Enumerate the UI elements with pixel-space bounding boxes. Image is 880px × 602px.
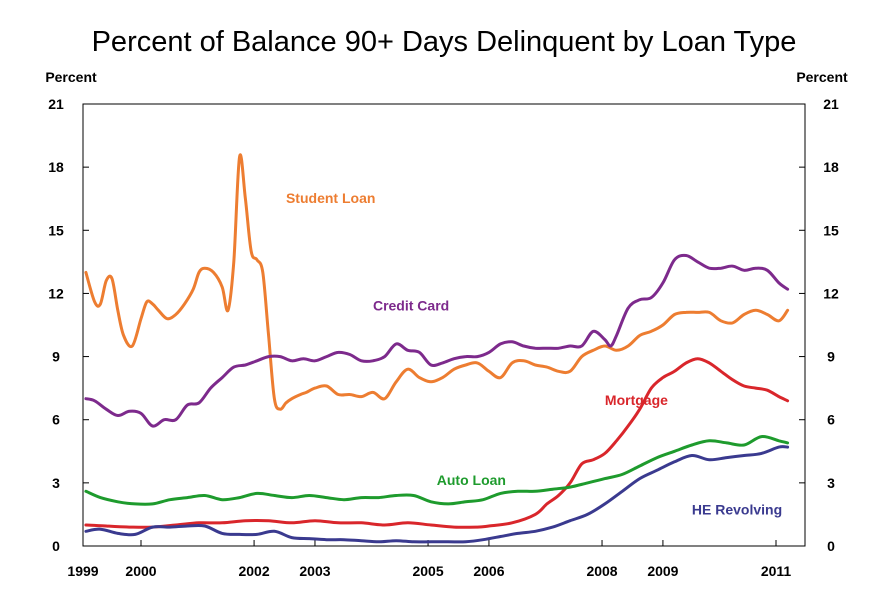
series-lines xyxy=(84,153,790,544)
y-tick-right-label: 12 xyxy=(823,285,839,301)
y-tick-left-label: 6 xyxy=(52,412,60,428)
y-tick-right-label: 6 xyxy=(827,412,835,428)
y-tick-right-label: 18 xyxy=(823,159,839,175)
y-tick-left-label: 21 xyxy=(48,96,64,112)
series-label-he-revolving: HE Revolving xyxy=(692,501,782,517)
x-tick-label: 2006 xyxy=(473,563,504,579)
plot-frame xyxy=(82,103,806,547)
y-tick-left-label: 12 xyxy=(48,285,64,301)
series-label-mortgage: Mortgage xyxy=(605,392,668,408)
x-tick-label: 2003 xyxy=(299,563,330,579)
y-axis-right: 0 3 6 9 12 15 18 21 xyxy=(799,96,839,554)
y-tick-right-label: 15 xyxy=(823,222,839,238)
plot-border xyxy=(82,103,806,547)
y-tick-left-label: 9 xyxy=(52,349,60,365)
y-axis-right-label: Percent xyxy=(796,69,848,85)
y-tick-left-label: 15 xyxy=(48,222,64,238)
series-line-mortgage xyxy=(84,357,790,529)
series-label-auto-loan: Auto Loan xyxy=(437,472,506,488)
chart-title: Percent of Balance 90+ Days Delinquent b… xyxy=(92,26,797,58)
x-tick-label: 2011 xyxy=(761,563,792,579)
y-tick-left-label: 18 xyxy=(48,159,64,175)
y-tick-right-label: 0 xyxy=(827,538,835,554)
x-tick-label: 2008 xyxy=(586,563,617,579)
series-line-he-revolving xyxy=(84,445,790,544)
series-label-student-loan: Student Loan xyxy=(286,190,375,206)
y-tick-right-label: 9 xyxy=(827,349,835,365)
x-tick-label: 2002 xyxy=(238,563,269,579)
series-line-student-loan xyxy=(84,153,790,411)
y-tick-right-label: 21 xyxy=(823,96,839,112)
y-axis-left-label: Percent xyxy=(45,69,97,85)
x-tick-label: 2000 xyxy=(125,563,156,579)
y-tick-right-label: 3 xyxy=(827,475,835,491)
series-line-auto-loan xyxy=(84,435,790,506)
x-axis: 1999 2000 2002 2003 2005 2006 2008 2009 2011 xyxy=(67,540,791,579)
y-tick-left-label: 3 xyxy=(52,475,60,491)
y-axis-left: 0 3 6 9 12 15 18 21 xyxy=(48,96,89,554)
x-tick-label: 2009 xyxy=(647,563,678,579)
series-labels: Student Loan Credit Card Mortgage Auto Loan… xyxy=(286,190,782,518)
series-label-credit-card: Credit Card xyxy=(373,297,449,313)
series-line-credit-card xyxy=(84,253,790,428)
x-tick-label: 1999 xyxy=(67,563,98,579)
x-tick-label: 2005 xyxy=(412,563,443,579)
y-tick-left-label: 0 xyxy=(52,538,60,554)
